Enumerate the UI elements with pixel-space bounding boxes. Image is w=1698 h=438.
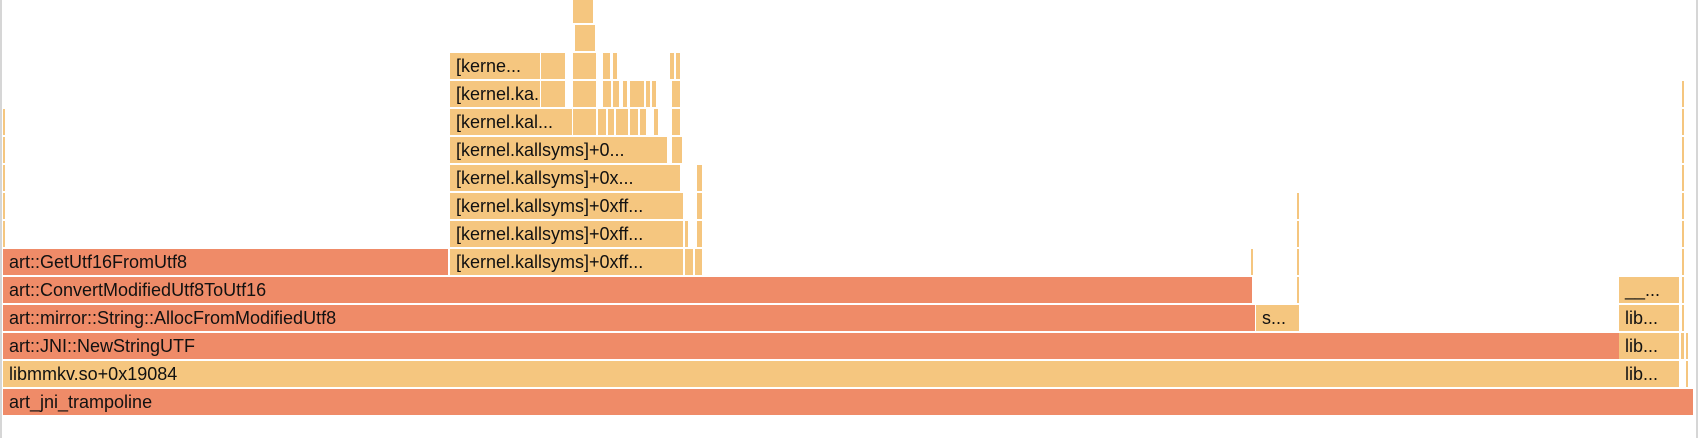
frame-label: art_jni_trampoline [9,392,153,412]
stack-frame-sliver[interactable] [1682,277,1684,303]
stack-frame-sliver[interactable] [646,81,650,107]
frame-label: [kernel.kallsyms]+0xff... [456,252,644,272]
stack-frame-sliver[interactable] [541,53,565,79]
stack-frame-sliver[interactable] [3,109,5,135]
frame-label: lib... [1625,364,1659,384]
stack-frame-sliver[interactable] [1251,249,1253,275]
frame-label: [kernel.kallsyms]+0xff... [456,224,644,244]
stack-frame-sliver[interactable] [1682,137,1684,163]
stack-frame-sliver[interactable] [1682,81,1684,107]
frame-label: lib... [1625,336,1659,356]
stack-frame-sliver[interactable] [603,53,610,79]
stack-frame-sliver[interactable] [3,165,5,191]
left-border [0,0,2,438]
frame-label: art::ConvertModifiedUtf8ToUtf16 [9,280,267,300]
stack-frame[interactable]: art_jni_trampoline [3,389,1693,415]
frame-label: [kernel.ka... [456,84,540,104]
stack-frame-sliver[interactable] [573,53,596,79]
stack-frame-sliver[interactable] [1682,221,1684,247]
stack-frame-sliver[interactable] [613,81,619,107]
frame-label: [kernel.kal... [456,112,554,132]
stack-frame-sliver[interactable] [670,53,674,79]
stack-frame[interactable]: [kernel.kal... [450,109,572,135]
stack-frame-sliver[interactable] [613,53,617,79]
stack-frame-sliver[interactable] [1297,305,1299,331]
stack-frame[interactable]: art::GetUtf16FromUtf8 [3,249,448,275]
stack-frame-sliver[interactable] [672,165,680,191]
stack-frame-sliver[interactable] [685,221,688,247]
frame-label: [kernel.kallsyms]+0... [456,140,625,160]
frame-label: art::JNI::NewStringUTF [9,336,196,356]
stack-frame-sliver[interactable] [3,221,5,247]
stack-frame-sliver[interactable] [616,109,628,135]
stack-frame-sliver[interactable] [1682,249,1684,275]
stack-frame-sliver[interactable] [652,81,656,107]
stack-frame-sliver[interactable] [1681,333,1684,359]
stack-frame-sliver[interactable] [3,137,5,163]
stack-frame-sliver[interactable] [697,165,702,191]
stack-frame-sliver[interactable] [541,81,565,107]
stack-frame-sliver[interactable] [3,193,5,219]
stack-frame-sliver[interactable] [623,81,627,107]
stack-frame-sliver[interactable] [573,81,596,107]
stack-frame[interactable]: [kernel.kallsyms]+0xff... [450,193,683,219]
stack-frame[interactable]: lib... [1619,333,1679,359]
stack-frame[interactable]: art::ConvertModifiedUtf8ToUtf16 [3,277,1249,303]
stack-frame-sliver[interactable] [630,81,644,107]
frame-label: [kernel.kallsyms]+0xff... [456,196,644,216]
stack-frame[interactable]: [kernel.ka... [450,81,540,107]
frame-label: art::mirror::String::AllocFromModifiedUt… [9,308,337,328]
stack-frame[interactable]: [kernel.kallsyms]+0xff... [450,221,683,247]
stack-frame[interactable]: lib... [1619,361,1679,387]
stack-frame[interactable]: [kernel.kallsyms]+0xff... [450,249,683,275]
stack-frame-sliver[interactable] [697,193,702,219]
frame-label: libmmkv.so+0x19084 [9,364,178,384]
stack-frame-sliver[interactable] [654,109,658,135]
stack-frame[interactable]: [kerne... [450,53,540,79]
stack-frame[interactable]: art::JNI::NewStringUTF [3,333,1619,359]
stack-frame-sliver[interactable] [598,109,606,135]
frame-label: __... [1625,280,1661,300]
frame-label: s... [1262,308,1287,328]
stack-frame[interactable]: lib... [1619,305,1679,331]
stack-frame-sliver[interactable] [630,109,638,135]
stack-frame-sliver[interactable] [672,81,680,107]
stack-frame-sliver[interactable] [695,249,702,275]
stack-frame-sliver[interactable] [603,81,611,107]
stack-frame-sliver[interactable] [1297,277,1299,303]
stack-frame[interactable]: libmmkv.so+0x19084 [3,361,1619,387]
stack-frame-sliver[interactable] [1297,249,1299,275]
right-border [1696,0,1698,438]
stack-frame-sliver[interactable] [685,249,693,275]
stack-frame-sliver[interactable] [575,25,595,51]
frame-label: lib... [1625,308,1659,328]
stack-frame-sliver[interactable] [1249,277,1252,303]
stack-frame[interactable]: __... [1619,277,1679,303]
stack-frame-sliver[interactable] [640,109,646,135]
stack-frame[interactable]: [kernel.kallsyms]+0... [450,137,667,163]
stack-frame-sliver[interactable] [1682,165,1684,191]
stack-frame[interactable]: [kernel.kallsyms]+0x... [450,165,673,191]
stack-frame-sliver[interactable] [1682,109,1684,135]
stack-frame-sliver[interactable] [1297,221,1299,247]
stack-frame-sliver[interactable] [1686,333,1688,359]
frame-label: [kernel.kallsyms]+0x... [456,168,634,188]
stack-frame-sliver[interactable] [672,109,680,135]
stack-frame-sliver[interactable] [573,109,596,135]
stack-frame[interactable]: art::mirror::String::AllocFromModifiedUt… [3,305,1255,331]
frame-label: [kerne... [456,56,522,76]
stack-frame[interactable]: s... [1256,305,1298,331]
stack-frame-sliver[interactable] [1686,361,1688,387]
stack-frame-sliver[interactable] [1297,193,1299,219]
stack-frame-sliver[interactable] [672,137,682,163]
stack-frame-sliver[interactable] [697,221,702,247]
stack-frame-sliver[interactable] [1682,193,1684,219]
stack-frame-sliver[interactable] [676,53,680,79]
stack-frame-sliver[interactable] [573,0,593,23]
stack-frame-sliver[interactable] [608,109,614,135]
stack-frame-sliver[interactable] [1682,305,1684,331]
frame-label: art::GetUtf16FromUtf8 [9,252,188,272]
